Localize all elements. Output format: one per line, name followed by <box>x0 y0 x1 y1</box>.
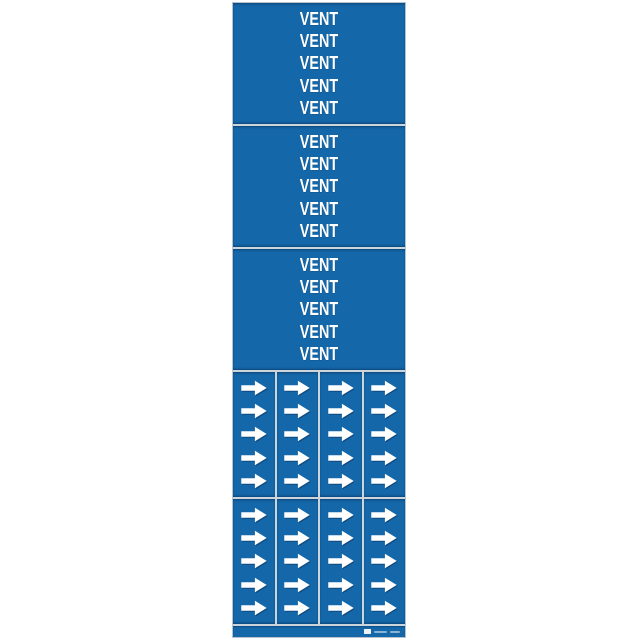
vent-label-text: VENT <box>299 321 339 342</box>
right-arrow-icon <box>328 531 354 546</box>
vent-label-text: VENT <box>299 53 339 74</box>
right-arrow-icon <box>284 600 310 616</box>
arrow-label-panel <box>233 372 405 497</box>
vent-label-panel: VENT VENT VENT VENT VENT <box>233 3 405 124</box>
arrow-label-panel <box>233 499 405 624</box>
right-arrow-icon <box>328 473 354 489</box>
right-arrow-icon <box>241 600 267 616</box>
right-arrow-icon <box>241 554 267 569</box>
card-footer <box>233 626 405 637</box>
vent-label-text: VENT <box>299 97 339 118</box>
right-arrow-icon <box>371 450 397 465</box>
right-arrow-icon <box>328 404 354 419</box>
vent-label-text: VENT <box>299 176 339 197</box>
right-arrow-icon <box>241 473 267 489</box>
right-arrow-icon <box>241 507 267 523</box>
arrow-column <box>233 372 275 497</box>
vent-label-panel: VENT VENT VENT VENT VENT <box>233 126 405 247</box>
vent-label-text: VENT <box>299 299 339 320</box>
vent-label-text: VENT <box>299 75 339 96</box>
right-arrow-icon <box>371 380 397 396</box>
vent-label-text: VENT <box>299 132 339 153</box>
right-arrow-icon <box>371 427 397 442</box>
right-arrow-icon <box>241 531 267 546</box>
fine-print-mark <box>374 630 387 633</box>
right-arrow-icon <box>371 507 397 523</box>
right-arrow-icon <box>284 577 310 592</box>
right-arrow-icon <box>284 450 310 465</box>
vent-label-panel: VENT VENT VENT VENT VENT <box>233 249 405 370</box>
right-arrow-icon <box>241 450 267 465</box>
right-arrow-icon <box>284 427 310 442</box>
right-arrow-icon <box>241 380 267 396</box>
vent-label-text: VENT <box>299 220 339 241</box>
arrow-column <box>320 372 362 497</box>
right-arrow-icon <box>328 450 354 465</box>
right-arrow-icon <box>284 554 310 569</box>
right-arrow-icon <box>371 404 397 419</box>
pipe-marker-card: VENT VENT VENT VENT VENT VENT VENT VENT VENT VENT… <box>232 2 406 638</box>
right-arrow-icon <box>328 427 354 442</box>
right-arrow-icon <box>371 577 397 592</box>
manufacturer-logo <box>364 629 371 634</box>
right-arrow-icon <box>371 531 397 546</box>
arrow-column <box>363 499 405 624</box>
right-arrow-icon <box>328 507 354 523</box>
right-arrow-icon <box>371 473 397 489</box>
arrow-column <box>276 372 318 497</box>
vent-label-text: VENT <box>299 31 339 52</box>
right-arrow-icon <box>241 577 267 592</box>
vent-label-text: VENT <box>299 277 339 298</box>
right-arrow-icon <box>284 473 310 489</box>
right-arrow-icon <box>328 600 354 616</box>
vent-label-text: VENT <box>299 154 339 175</box>
right-arrow-icon <box>371 554 397 569</box>
right-arrow-icon <box>284 380 310 396</box>
right-arrow-icon <box>284 531 310 546</box>
right-arrow-icon <box>284 507 310 523</box>
right-arrow-icon <box>284 404 310 419</box>
arrow-column <box>363 372 405 497</box>
vent-label-text: VENT <box>299 255 339 276</box>
fine-print-mark <box>390 630 400 633</box>
right-arrow-icon <box>328 577 354 592</box>
vent-label-text: VENT <box>299 343 339 364</box>
vent-label-text: VENT <box>299 9 339 30</box>
arrow-column <box>233 499 275 624</box>
right-arrow-icon <box>371 600 397 616</box>
right-arrow-icon <box>241 404 267 419</box>
arrow-column <box>320 499 362 624</box>
right-arrow-icon <box>328 554 354 569</box>
right-arrow-icon <box>241 427 267 442</box>
right-arrow-icon <box>328 380 354 396</box>
vent-label-text: VENT <box>299 198 339 219</box>
arrow-column <box>276 499 318 624</box>
